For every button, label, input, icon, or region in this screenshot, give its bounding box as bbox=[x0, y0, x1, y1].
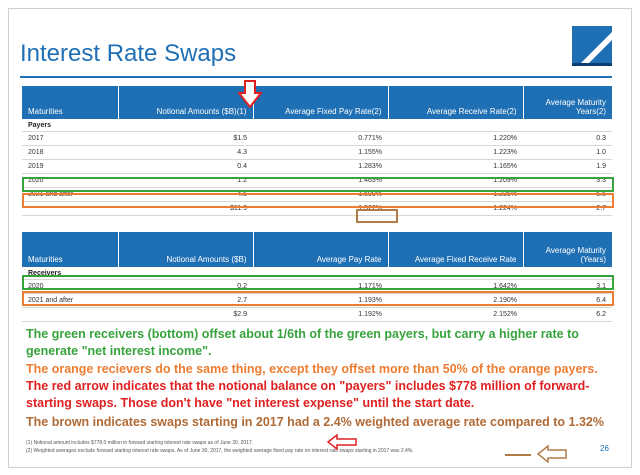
page-title: Interest Rate Swaps bbox=[20, 40, 237, 67]
table-cell bbox=[22, 307, 118, 322]
footnote-2: (2) Weighted averages exclude forward st… bbox=[26, 448, 414, 454]
table-cell: 2.7 bbox=[523, 201, 612, 216]
table-cell: 0.771% bbox=[253, 131, 388, 146]
total-row: $11.9 1.322% 1.224% 2.7 bbox=[22, 201, 612, 216]
column-header-maturity-years: Average Maturity (Years) bbox=[523, 232, 612, 267]
receivers-table: Maturities Notional Amounts ($B) Average… bbox=[22, 232, 612, 322]
column-header-receive-rate: Average Receive Rate(2) bbox=[388, 86, 524, 119]
table-cell: 3.1 bbox=[523, 279, 612, 294]
red-arrow-down-icon bbox=[238, 80, 262, 108]
table-cell: 1.0 bbox=[523, 145, 612, 160]
green-highlight-receivers-2020 bbox=[22, 275, 614, 290]
table-cell: 2.152% bbox=[388, 307, 523, 322]
orange-highlight-payers-2021 bbox=[22, 193, 614, 208]
logo-icon bbox=[572, 26, 612, 66]
column-header-fixed-receive-rate: Average Fixed Receive Rate bbox=[388, 232, 524, 267]
table-cell: 1.165% bbox=[388, 159, 523, 174]
column-header-maturities: Maturities bbox=[22, 86, 119, 119]
table-cell: 1.220% bbox=[388, 131, 523, 146]
column-header-notional: Notional Amounts ($B) bbox=[118, 232, 254, 267]
table-cell: 1.322% bbox=[253, 201, 388, 216]
table-cell: 6.2 bbox=[523, 307, 612, 322]
table-cell: 1.283% bbox=[253, 159, 388, 174]
section-label: Payers bbox=[22, 119, 612, 132]
column-header-notional: Notional Amounts ($B)(1) bbox=[118, 86, 254, 119]
title-divider bbox=[20, 76, 612, 78]
red-annotation: The red arrow indicates that the notiona… bbox=[26, 379, 590, 410]
brown-highlight-total-rate bbox=[356, 209, 398, 223]
column-header-maturity-years: Average Maturity Years(2) bbox=[523, 86, 612, 119]
table-row: 2017 $1.5 0.771% 1.220% 0.3 bbox=[22, 131, 612, 146]
receivers-header-row: Maturities Notional Amounts ($B) Average… bbox=[22, 232, 612, 267]
table-cell: 2018 bbox=[22, 145, 118, 160]
green-annotation: The green receivers (bottom) offset abou… bbox=[26, 327, 579, 358]
table-cell: 2019 bbox=[22, 159, 118, 174]
table-row: 2018 4.3 1.155% 1.223% 1.0 bbox=[22, 145, 612, 160]
brown-annotation: The brown indicates swaps starting in 20… bbox=[26, 415, 604, 429]
table-cell bbox=[22, 201, 118, 216]
table-cell: 0.3 bbox=[523, 131, 612, 146]
orange-highlight-receivers-2021 bbox=[22, 291, 614, 306]
table-cell: 1.223% bbox=[388, 145, 523, 160]
table-cell: $11.9 bbox=[118, 201, 253, 216]
brown-arrow-left-icon bbox=[537, 445, 567, 463]
table-cell: $1.5 bbox=[118, 131, 253, 146]
brown-underline bbox=[505, 454, 531, 456]
table-cell: 2020 bbox=[22, 279, 118, 294]
page-number: 26 bbox=[600, 444, 609, 453]
green-highlight-payers-2020 bbox=[22, 177, 614, 192]
section-row-payers: Payers bbox=[22, 119, 612, 132]
table-cell: 1.224% bbox=[388, 201, 523, 216]
column-header-pay-rate: Average Fixed Pay Rate(2) bbox=[253, 86, 389, 119]
table-row: 2020 0.2 1.171% 1.642% 3.1 bbox=[22, 279, 612, 294]
red-arrow-left-icon bbox=[327, 434, 357, 450]
table-cell: 0.2 bbox=[118, 279, 253, 294]
table-cell: 1.171% bbox=[253, 279, 388, 294]
column-header-maturities: Maturities bbox=[22, 232, 119, 267]
table-cell: 1.155% bbox=[253, 145, 388, 160]
table-cell: 1.9 bbox=[523, 159, 612, 174]
table-cell: 0.4 bbox=[118, 159, 253, 174]
total-row: $2.9 1.192% 2.152% 6.2 bbox=[22, 307, 612, 322]
footnote-1: (1) Notional amount includes $778.0 mill… bbox=[26, 440, 254, 446]
payers-header-row: Maturities Notional Amounts ($B)(1) Aver… bbox=[22, 86, 612, 119]
table-cell: $2.9 bbox=[118, 307, 253, 322]
table-cell: 1.192% bbox=[253, 307, 388, 322]
table-row: 2019 0.4 1.283% 1.165% 1.9 bbox=[22, 159, 612, 174]
table-cell: 4.3 bbox=[118, 145, 253, 160]
table-cell: 2017 bbox=[22, 131, 118, 146]
column-header-pay-rate: Average Pay Rate bbox=[253, 232, 389, 267]
orange-annotation: The orange recievers do the same thing, … bbox=[26, 362, 598, 376]
table-cell: 1.642% bbox=[388, 279, 523, 294]
